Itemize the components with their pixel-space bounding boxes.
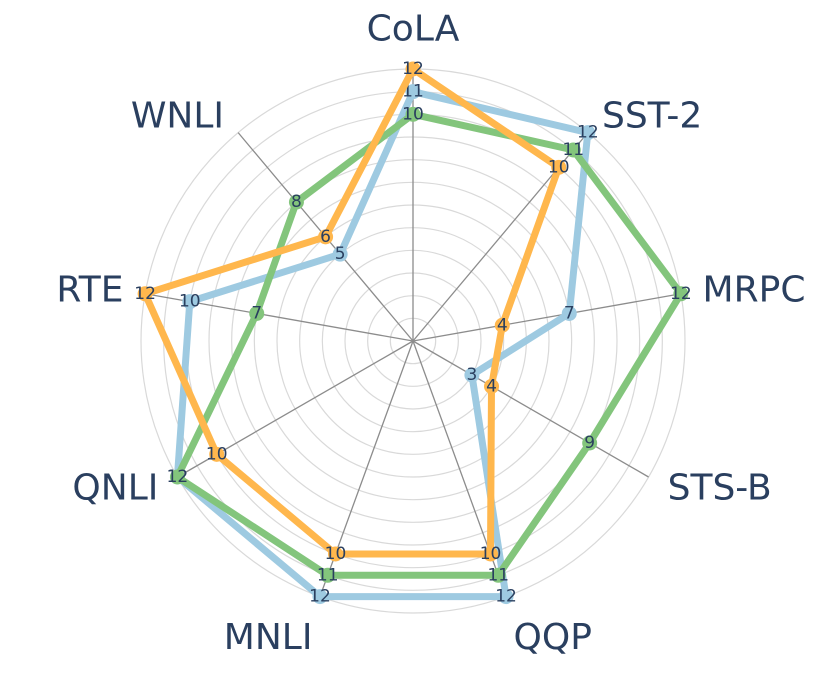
data-label: 7 — [251, 303, 262, 323]
data-label: 7 — [564, 303, 575, 323]
data-point — [483, 546, 499, 562]
data-point — [580, 125, 596, 141]
data-point — [169, 469, 185, 485]
data-point — [490, 567, 506, 583]
axis-label-wnli: WNLI — [131, 95, 224, 136]
data-label: 6 — [320, 227, 331, 247]
data-point — [312, 589, 328, 605]
axis-label-cola: CoLA — [367, 9, 460, 50]
data-label: 12 — [495, 587, 517, 607]
data-point — [494, 317, 510, 333]
series-3: 12 10 4 4 10 10 10 12 6 — [134, 59, 569, 564]
data-label: 10 — [179, 292, 201, 312]
spoke-mrpc — [412, 293, 681, 342]
spoke-sts-b — [412, 340, 649, 478]
axis-label-qqp: QQP — [514, 617, 592, 658]
data-label: 9 — [584, 433, 595, 453]
series-1-line — [173, 88, 592, 601]
series-2-line — [173, 110, 685, 579]
axis-label-sts-b: STS-B — [668, 468, 772, 509]
data-point — [288, 194, 304, 210]
data-point — [332, 246, 348, 262]
data-label: 4 — [497, 315, 508, 335]
data-label: 12 — [167, 467, 189, 487]
data-label: 3 — [466, 365, 477, 385]
axis-labels: CoLA SST-2 MRPC STS-B QQP MNLI QNLI RTE WNLI — [56, 9, 805, 658]
data-label: 8 — [291, 192, 302, 212]
data-point — [137, 286, 153, 302]
data-label: 10 — [402, 104, 424, 124]
data-label: 12 — [134, 284, 156, 304]
data-point — [551, 159, 567, 175]
data-point — [565, 142, 581, 158]
data-label: 10 — [325, 544, 347, 564]
data-label: 12 — [309, 587, 331, 607]
data-label: 11 — [487, 565, 509, 585]
data-label: 4 — [486, 376, 497, 396]
axis-label-qnli: QNLI — [72, 468, 158, 509]
axis-label-mnli: MNLI — [224, 617, 313, 658]
data-point — [464, 367, 480, 383]
data-label: 12 — [577, 123, 599, 143]
data-label: 10 — [206, 444, 228, 464]
data-label: 12 — [670, 284, 692, 304]
data-point — [405, 106, 421, 122]
axis-label-sst-2: SST-2 — [602, 95, 702, 136]
data-point — [182, 294, 198, 310]
data-point — [405, 84, 421, 100]
data-label: 12 — [402, 59, 424, 79]
data-label: 10 — [548, 157, 570, 177]
data-point — [249, 305, 265, 321]
data-point — [320, 567, 336, 583]
data-point — [405, 61, 421, 77]
data-point — [318, 229, 334, 245]
radar-series: 1112731212121051011129111112781210441010… — [134, 59, 691, 607]
axis-label-rte: RTE — [56, 269, 123, 310]
axis-label-mrpc: MRPC — [703, 269, 806, 310]
data-label: 11 — [562, 140, 584, 160]
data-label: 11 — [317, 565, 339, 585]
series-3-line — [141, 65, 563, 558]
data-point — [498, 589, 514, 605]
data-point — [209, 446, 225, 462]
data-point — [582, 435, 598, 451]
data-point — [484, 378, 500, 394]
data-label: 10 — [480, 544, 502, 564]
data-point — [673, 286, 689, 302]
data-point — [561, 305, 577, 321]
data-label: 5 — [335, 244, 346, 264]
data-point — [327, 546, 343, 562]
